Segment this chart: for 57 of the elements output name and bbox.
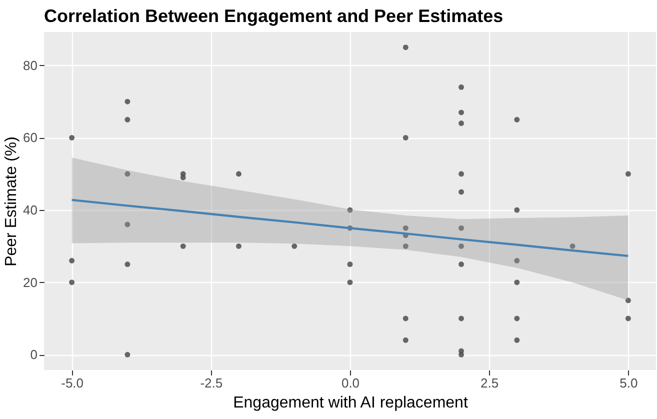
point (625, 298, 631, 304)
point (458, 352, 464, 358)
point (292, 243, 298, 249)
point (514, 258, 520, 264)
point (514, 316, 520, 322)
point (458, 110, 464, 116)
point (458, 225, 464, 231)
point (514, 116, 520, 122)
y-tick-label: 40 (23, 202, 38, 218)
point (514, 207, 520, 213)
chart-title: Correlation Between Engagement and Peer Estimates (44, 6, 504, 26)
x-tick-label: 5.0 (620, 376, 638, 390)
point (124, 116, 130, 122)
point (347, 262, 353, 267)
point (180, 243, 186, 249)
point (347, 280, 353, 286)
y-tick-label: 20 (23, 274, 38, 290)
point (458, 189, 464, 195)
point (514, 280, 520, 286)
x-axis-title: Engagement with AI replacement (233, 394, 468, 412)
point (458, 84, 464, 90)
point (570, 243, 576, 249)
x-tick-label: 0.0 (341, 376, 360, 390)
point (625, 171, 631, 177)
y-tick-label: 0 (30, 347, 38, 362)
point (124, 352, 130, 358)
point (458, 262, 464, 267)
point (402, 44, 408, 50)
point (236, 243, 242, 249)
point (347, 207, 353, 213)
point (402, 337, 408, 343)
point (180, 174, 186, 180)
point (402, 243, 408, 249)
point (458, 243, 464, 249)
point (236, 171, 242, 177)
point (458, 171, 464, 177)
point (124, 262, 130, 267)
x-tick-label: 2.5 (480, 376, 499, 390)
point (124, 222, 130, 228)
point (458, 316, 464, 322)
point (402, 225, 408, 231)
y-tick-label: 80 (23, 58, 38, 73)
y-axis-title: Peer Estimate (%) (3, 136, 20, 266)
line-series (70, 198, 630, 258)
point (458, 120, 464, 126)
point (124, 171, 130, 177)
point (69, 135, 75, 140)
point (402, 135, 408, 140)
point (69, 258, 75, 264)
point (124, 98, 130, 104)
point (625, 316, 631, 322)
x-tick-label: -5.0 (61, 376, 84, 390)
point (69, 280, 75, 286)
y-tick-label: 60 (23, 130, 38, 146)
x-tick-label: -2.5 (200, 376, 223, 390)
point (514, 337, 520, 343)
point (402, 316, 408, 322)
